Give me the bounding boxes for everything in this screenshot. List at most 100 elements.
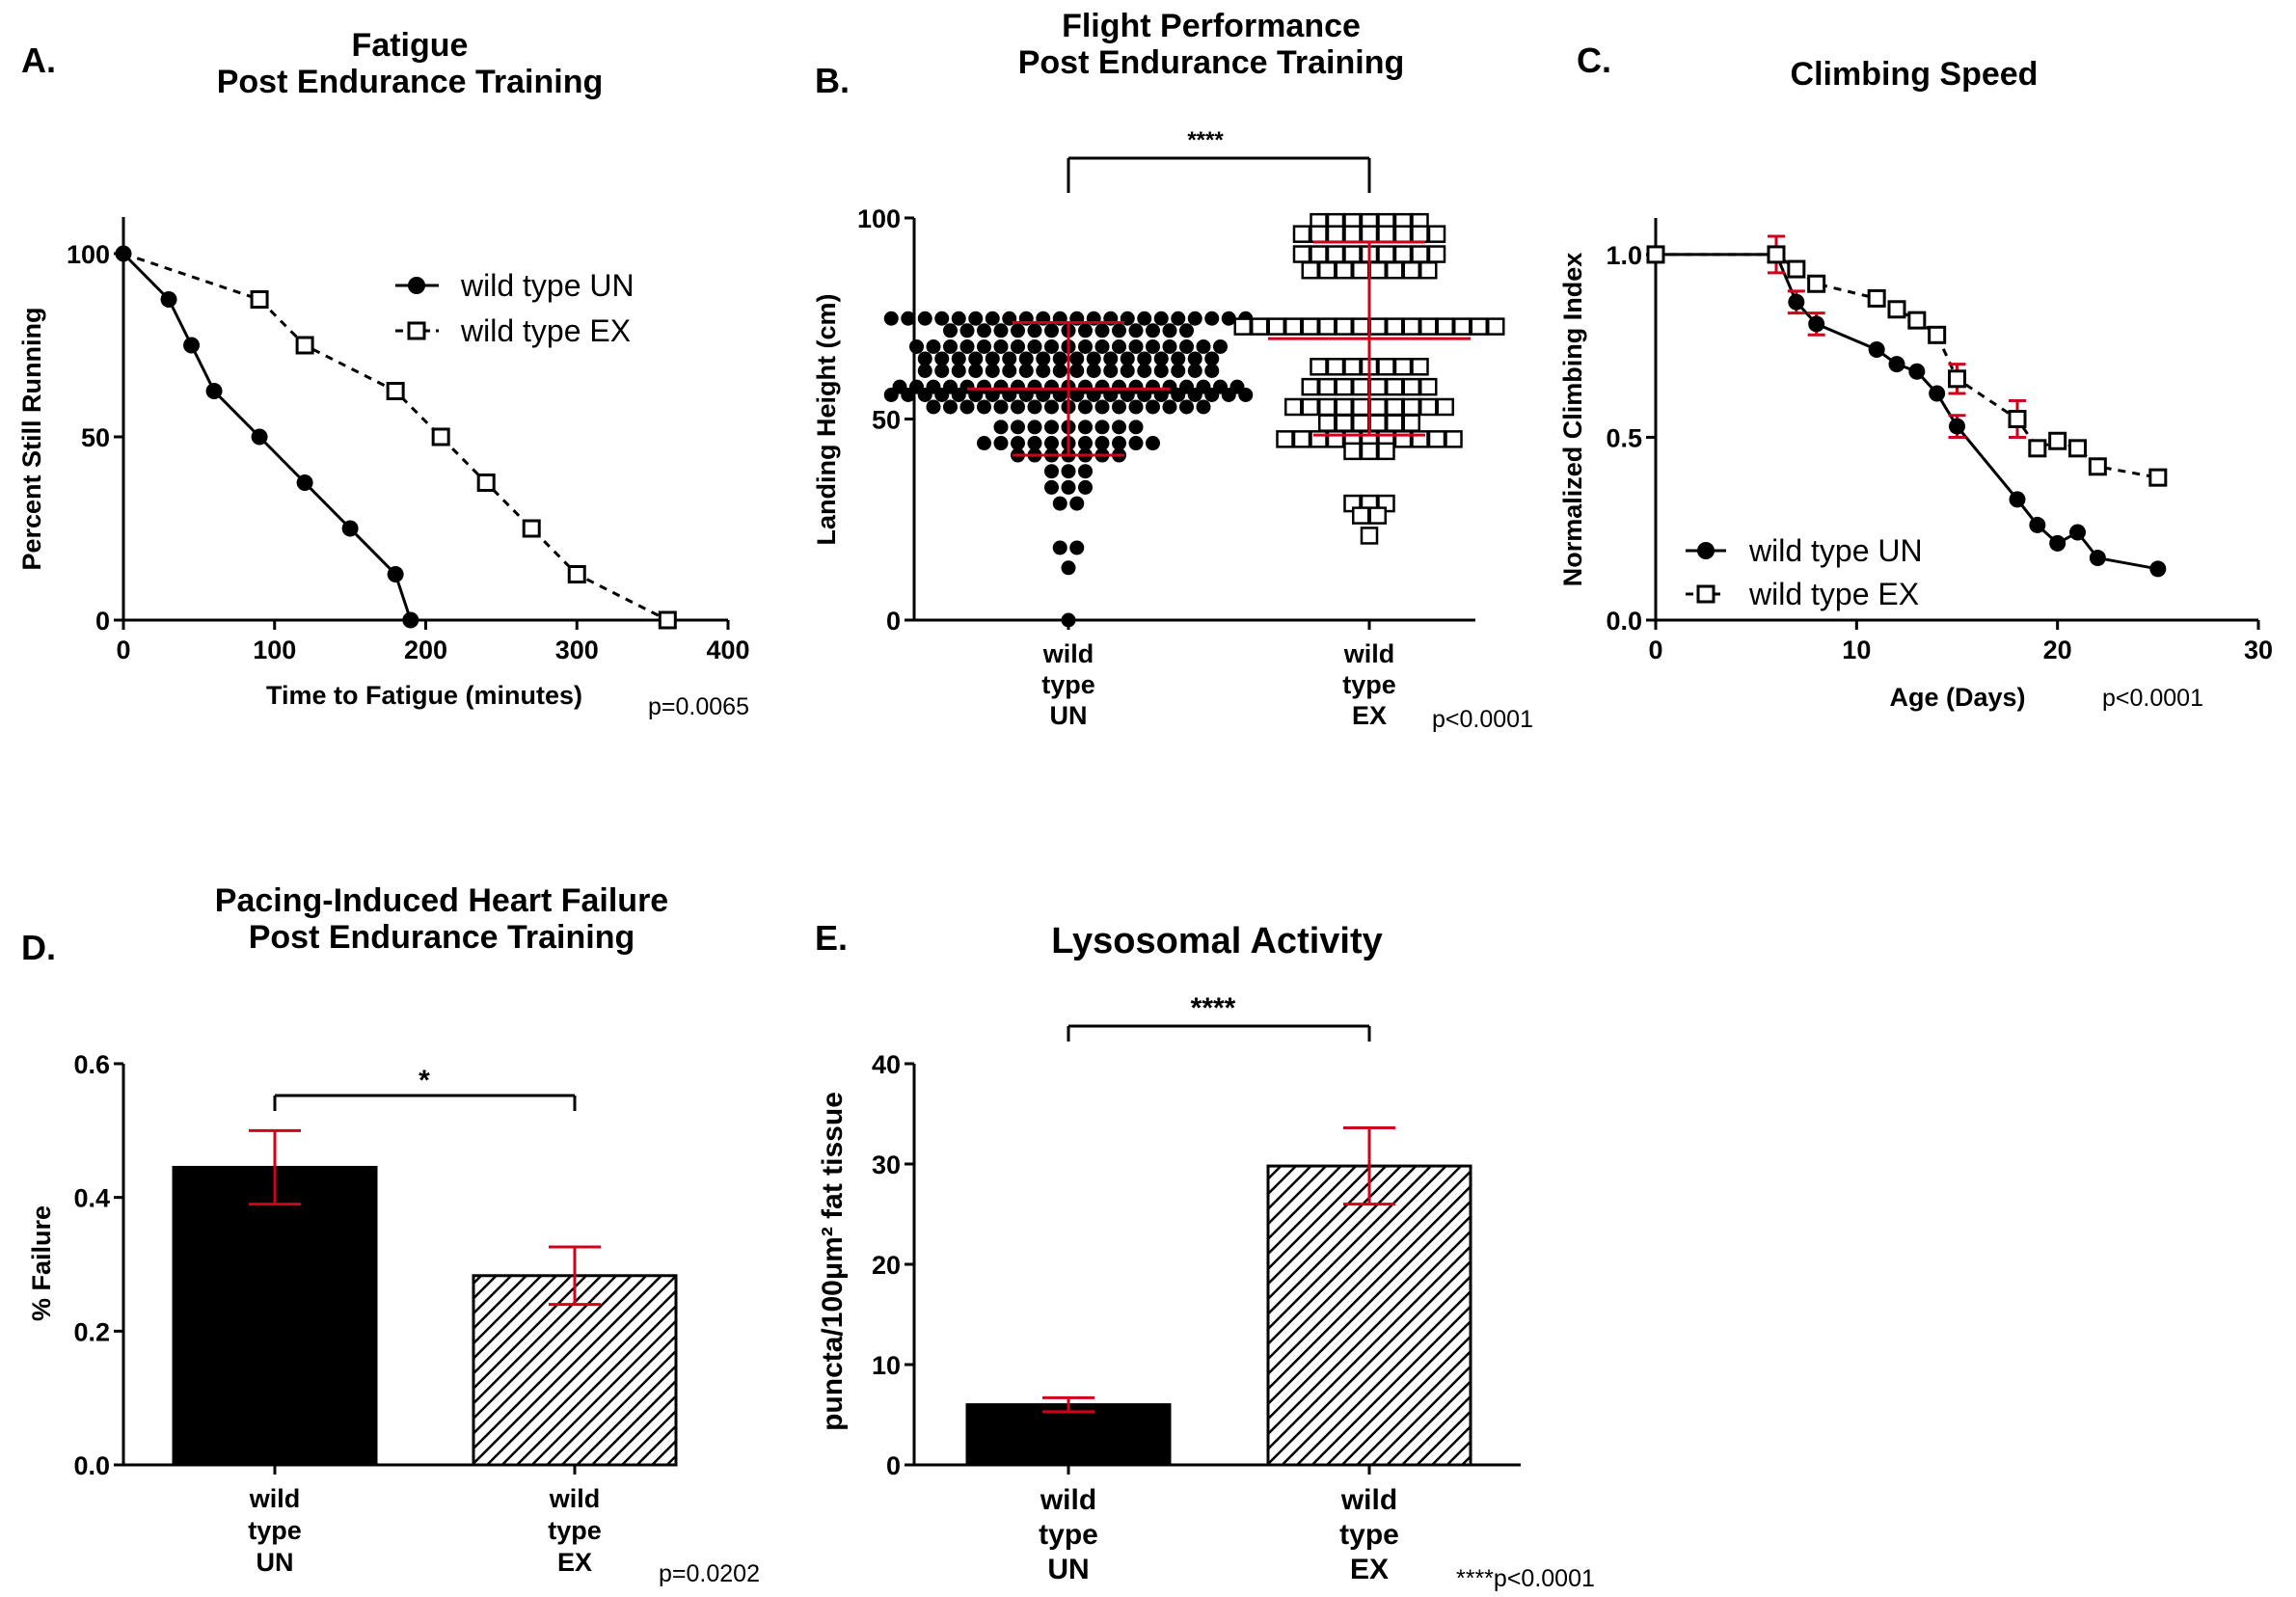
panel-d: D. Pacing-Induced Heart Failure Post End… [21, 882, 760, 1587]
data-point-ex [1377, 442, 1395, 461]
data-point-un [1137, 311, 1152, 326]
data-point-un [1094, 436, 1110, 451]
bar-un [965, 1403, 1172, 1467]
data-point-ex [1393, 358, 1413, 376]
data-point-un [1069, 496, 1085, 511]
data-point-ex [1948, 369, 1966, 389]
category-label: UN [257, 1548, 294, 1577]
data-point-un [1221, 387, 1236, 402]
data-point-ex [2008, 410, 2027, 428]
x-tick-label: 100 [253, 636, 296, 664]
data-point-ex [1411, 225, 1429, 243]
category-label: type [548, 1516, 602, 1545]
data-point-ex [1411, 245, 1429, 263]
data-point-ex [1276, 430, 1294, 448]
panel-e-pvalue: ****p<0.0001 [1456, 1565, 1595, 1592]
data-point-ex [1887, 300, 1906, 319]
data-point-un [1112, 338, 1126, 354]
data-point-ex [1386, 377, 1404, 396]
data-point-ex [1352, 260, 1370, 280]
legend-marker-un [408, 277, 425, 294]
data-point-un [1078, 323, 1093, 338]
category-label: type [1041, 670, 1095, 699]
panel-d-significance: * [419, 1065, 430, 1096]
data-point-un [183, 337, 201, 354]
data-point-ex [1368, 377, 1387, 396]
y-tick-label: 100 [67, 240, 110, 269]
data-point-un [1052, 540, 1067, 555]
data-point-ex [1427, 225, 1446, 243]
data-point-un [1094, 323, 1110, 338]
data-point-un [1018, 351, 1034, 366]
y-tick-label: 0.0 [1606, 607, 1642, 636]
data-point-un [883, 387, 899, 402]
data-point-un [1213, 338, 1228, 354]
error-bar [1042, 1395, 1094, 1414]
data-point-ex [1368, 317, 1387, 336]
data-point-un [934, 351, 950, 366]
series-line-ex [122, 252, 668, 622]
data-point-un [1078, 436, 1093, 451]
data-point-ex [2148, 468, 2168, 487]
data-point-un [977, 323, 991, 338]
data-point-un [901, 311, 916, 326]
data-point-ex [1360, 225, 1379, 243]
series-line-un [1656, 253, 2159, 571]
x-tick-label: 20 [2043, 636, 2072, 664]
data-point-ex [1445, 430, 1463, 448]
data-point-ex [1318, 377, 1337, 396]
category-label: wild [249, 1484, 301, 1513]
data-point-un [1868, 340, 1885, 358]
data-point-un [934, 363, 950, 378]
data-point-un [968, 387, 984, 402]
data-point-ex [1343, 225, 1362, 243]
data-point-un [1078, 420, 1093, 435]
data-point-ex [2028, 439, 2047, 458]
data-point-ex [431, 427, 450, 447]
data-point-un [251, 428, 268, 446]
data-point-ex [1419, 317, 1438, 336]
data-point-un [909, 338, 924, 354]
data-point-un [2149, 560, 2167, 578]
data-point-un [1061, 560, 1076, 576]
data-point-un [1103, 363, 1119, 378]
data-point-un [1187, 351, 1202, 366]
data-point-ex [1767, 245, 1786, 264]
data-point-un [1137, 387, 1152, 402]
data-point-un [205, 383, 223, 399]
data-point-un [1171, 387, 1186, 402]
data-point-un [1018, 363, 1034, 378]
data-point-un [1153, 351, 1169, 366]
data-point-un [1929, 385, 1946, 402]
data-point-un [1128, 323, 1144, 338]
data-point-ex [386, 382, 405, 400]
data-point-un [1086, 351, 1101, 366]
data-point-un [2049, 534, 2066, 552]
panel-c: C. Climbing Speed 0 10 20 30 0.0 0.5 1.0 Age (… [1558, 41, 2273, 712]
data-point-un [977, 338, 991, 354]
y-tick-label: 0 [886, 1451, 901, 1480]
data-point-un [951, 387, 966, 402]
panel-b-y-axis-label: Landing Height (cm) [812, 294, 841, 546]
data-point-un [2089, 550, 2106, 567]
data-point-un [296, 474, 313, 491]
data-point-un [2069, 524, 2086, 541]
data-point-ex [1326, 245, 1345, 263]
data-point-ex [1646, 245, 1665, 264]
data-point-un [1120, 363, 1135, 378]
panel-e-title: Lysosomal Activity [1051, 921, 1383, 961]
data-point-un [943, 399, 958, 415]
data-point-un [1027, 338, 1042, 354]
data-point-un [1146, 436, 1160, 451]
data-point-ex [2068, 439, 2087, 458]
data-point-un [1036, 387, 1051, 402]
data-point-un [1153, 387, 1169, 402]
panel-d-marks [172, 1128, 678, 1467]
data-point-un [115, 245, 132, 262]
data-point-ex [1470, 317, 1488, 336]
data-point-ex [1402, 260, 1420, 280]
data-point-un [968, 311, 984, 326]
x-tick-label: 10 [1842, 636, 1871, 664]
bar-ex [1266, 1164, 1472, 1467]
